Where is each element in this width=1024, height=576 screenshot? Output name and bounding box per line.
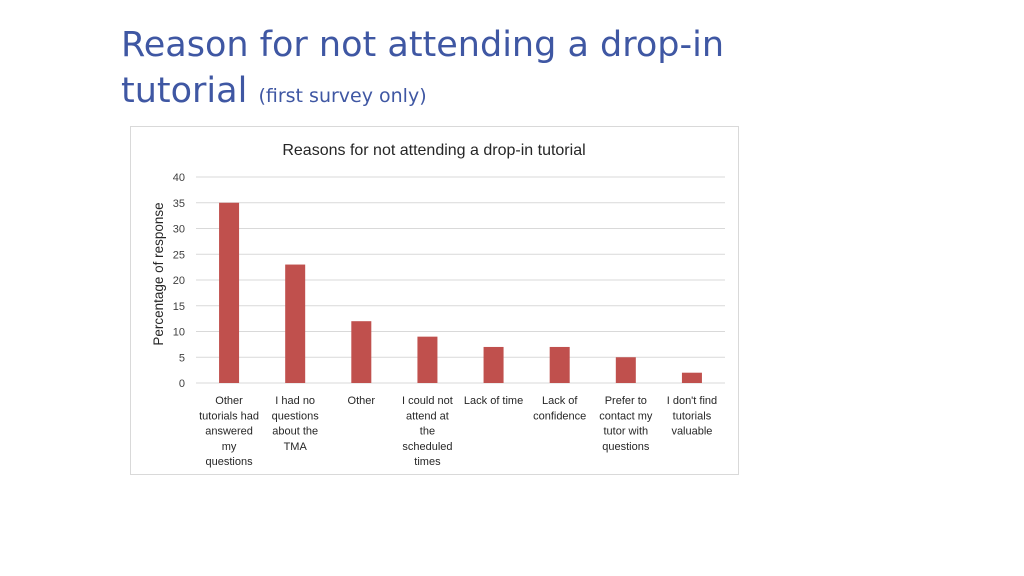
y-tick-label: 10: [173, 327, 185, 339]
x-category-label-line: questions: [272, 410, 320, 422]
grid-layer: [196, 176, 725, 384]
x-category-label: Other tutorials had answered my questions: [199, 395, 259, 468]
x-category-label-line: answered: [205, 426, 253, 438]
y-tick-label: 5: [179, 352, 185, 364]
y-tick-label: 30: [173, 224, 185, 236]
x-category-label-line: tutor with: [603, 426, 648, 438]
x-category-label-line: confidence: [533, 410, 586, 422]
x-category-label-line: contact my: [599, 410, 653, 422]
x-category-label: Prefer to contact my tutor with questions: [599, 395, 653, 453]
x-category-label-line: I had no: [275, 395, 315, 407]
x-category-label: Lack of time: [464, 395, 523, 407]
x-category-label-line: tutorials had: [199, 410, 259, 422]
x-category-label-line: scheduled: [402, 441, 452, 453]
x-category-label: I don't find tutorials valuable: [667, 395, 717, 438]
x-category-label-line: Prefer to: [605, 395, 647, 407]
y-tick-label: 15: [173, 301, 185, 313]
bar: [351, 321, 372, 383]
x-category-label-line: my: [222, 441, 237, 453]
x-category-label-line: Other: [215, 395, 243, 407]
x-category-label-line: the: [420, 426, 435, 438]
bar: [219, 202, 240, 383]
slide-subtitle: (first survey only): [258, 85, 427, 107]
slide-title: Reason for not attending a drop-in tutor…: [121, 22, 761, 119]
y-tick-label: 25: [173, 249, 185, 261]
x-category-label-line: I could not: [402, 395, 453, 407]
slide-title-line1: Reason for not attending a drop-in: [121, 25, 725, 65]
y-tick-label: 0: [179, 378, 185, 390]
bar-chart-svg: Reasons for not attending a drop-in tuto…: [151, 142, 725, 468]
x-category-label-line: valuable: [671, 426, 712, 438]
x-category-label-line: about the: [272, 426, 318, 438]
y-tick-label: 20: [173, 275, 185, 287]
slide-title-line2: tutorial: [121, 71, 248, 111]
y-tick-label: 35: [173, 198, 185, 210]
y-axis-title: Percentage of response: [151, 202, 166, 345]
bar: [483, 346, 504, 383]
x-category-label: Other: [348, 395, 376, 407]
x-category-label-line: Lack of: [542, 395, 578, 407]
bar: [285, 264, 306, 383]
y-tick-label: 40: [173, 172, 185, 184]
bar: [681, 372, 702, 383]
x-category-label-line: Other: [348, 395, 376, 407]
x-category-label-line: times: [414, 456, 441, 468]
bar: [549, 346, 570, 383]
x-category-label-line: Lack of time: [464, 395, 523, 407]
x-category-label-line: questions: [206, 456, 254, 468]
x-category-label-line: TMA: [284, 441, 308, 453]
x-category-label-line: I don't find: [667, 395, 717, 407]
x-category-label: Lack of confidence: [533, 395, 586, 422]
x-category-label-line: attend at: [406, 410, 449, 422]
x-category-label-line: tutorials: [673, 410, 712, 422]
y-axis-ticks: 0 5 10 15 20 25 30 35 40: [173, 172, 185, 390]
x-category-label: I could not attend at the scheduled times: [402, 395, 453, 468]
chart-title: Reasons for not attending a drop-in tuto…: [282, 142, 585, 159]
x-category-label-line: questions: [602, 441, 650, 453]
bars: [219, 202, 702, 383]
bar-chart: Reasons for not attending a drop-in tuto…: [130, 126, 739, 475]
bar: [417, 336, 438, 383]
bar: [615, 357, 636, 383]
x-category-label: I had no questions about the TMA: [272, 395, 320, 453]
